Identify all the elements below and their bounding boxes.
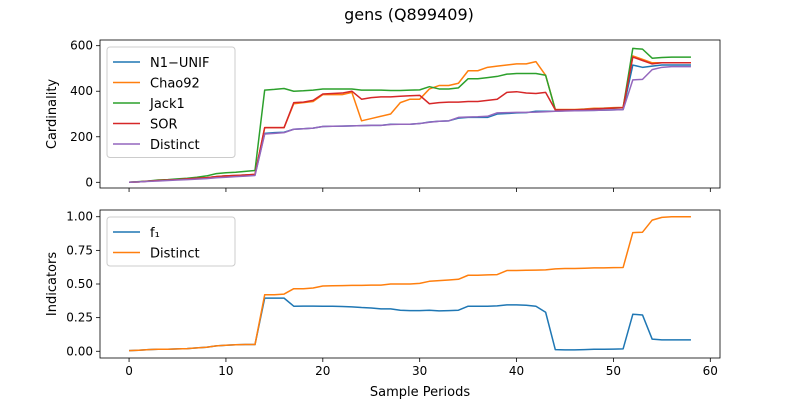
y-tick-label: 400 (70, 84, 93, 98)
legend-label: SOR (150, 118, 178, 133)
legend-label: Distinct (150, 138, 200, 153)
y-tick-label: 600 (70, 39, 93, 53)
y-axis-label: Indicators (45, 252, 60, 316)
figure-title: gens (Q899409) (344, 5, 474, 24)
series-line-sor (129, 56, 691, 184)
x-tick-label: 20 (315, 364, 330, 378)
y-tick-label: 0.25 (66, 311, 93, 325)
legend-label: Chao92 (150, 77, 200, 92)
x-tick-label: 60 (703, 364, 718, 378)
legend-label: N1−UNIF (150, 56, 209, 71)
x-axis-label: Sample Periods (370, 385, 470, 400)
y-axis-label: Cardinality (45, 79, 60, 150)
y-tick-label: 200 (70, 130, 93, 144)
x-tick-label: 10 (218, 364, 233, 378)
axes-frame (99, 209, 721, 359)
legend-label: Distinct (150, 247, 200, 262)
legend-label: Jack1 (149, 97, 185, 112)
legend-frame (106, 46, 236, 158)
legend-frame (106, 216, 236, 267)
y-tick-label: 0.75 (66, 243, 93, 257)
x-tick-label: 0 (125, 364, 133, 378)
y-tick-label: 1.00 (66, 210, 93, 224)
legend: N1−UNIF Chao92 Jack1 SOR Distinct (106, 46, 236, 158)
legend: f₁ Distinct (106, 216, 236, 267)
series-line-distinct (129, 65, 691, 184)
x-tick-label: 50 (606, 364, 621, 378)
y-tick-label: 0.50 (66, 277, 93, 291)
y-tick-label: 0.00 (66, 344, 93, 358)
cardinality-panel: 0 200 400 600 Cardinality N1−UNIF Chao92 Jack1 S… (45, 39, 721, 192)
axes-frame (99, 39, 721, 189)
indicators-panel: 0 10 20 30 40 50 60 0.00 0.25 0.50 0.75 1.00 Indicat… (45, 209, 721, 400)
series-line-distinct (129, 215, 691, 352)
legend-label: f₁ (150, 226, 160, 241)
y-tick-label: 0 (85, 175, 93, 189)
x-tick-label: 40 (509, 364, 524, 378)
x-tick-label: 30 (412, 364, 427, 378)
